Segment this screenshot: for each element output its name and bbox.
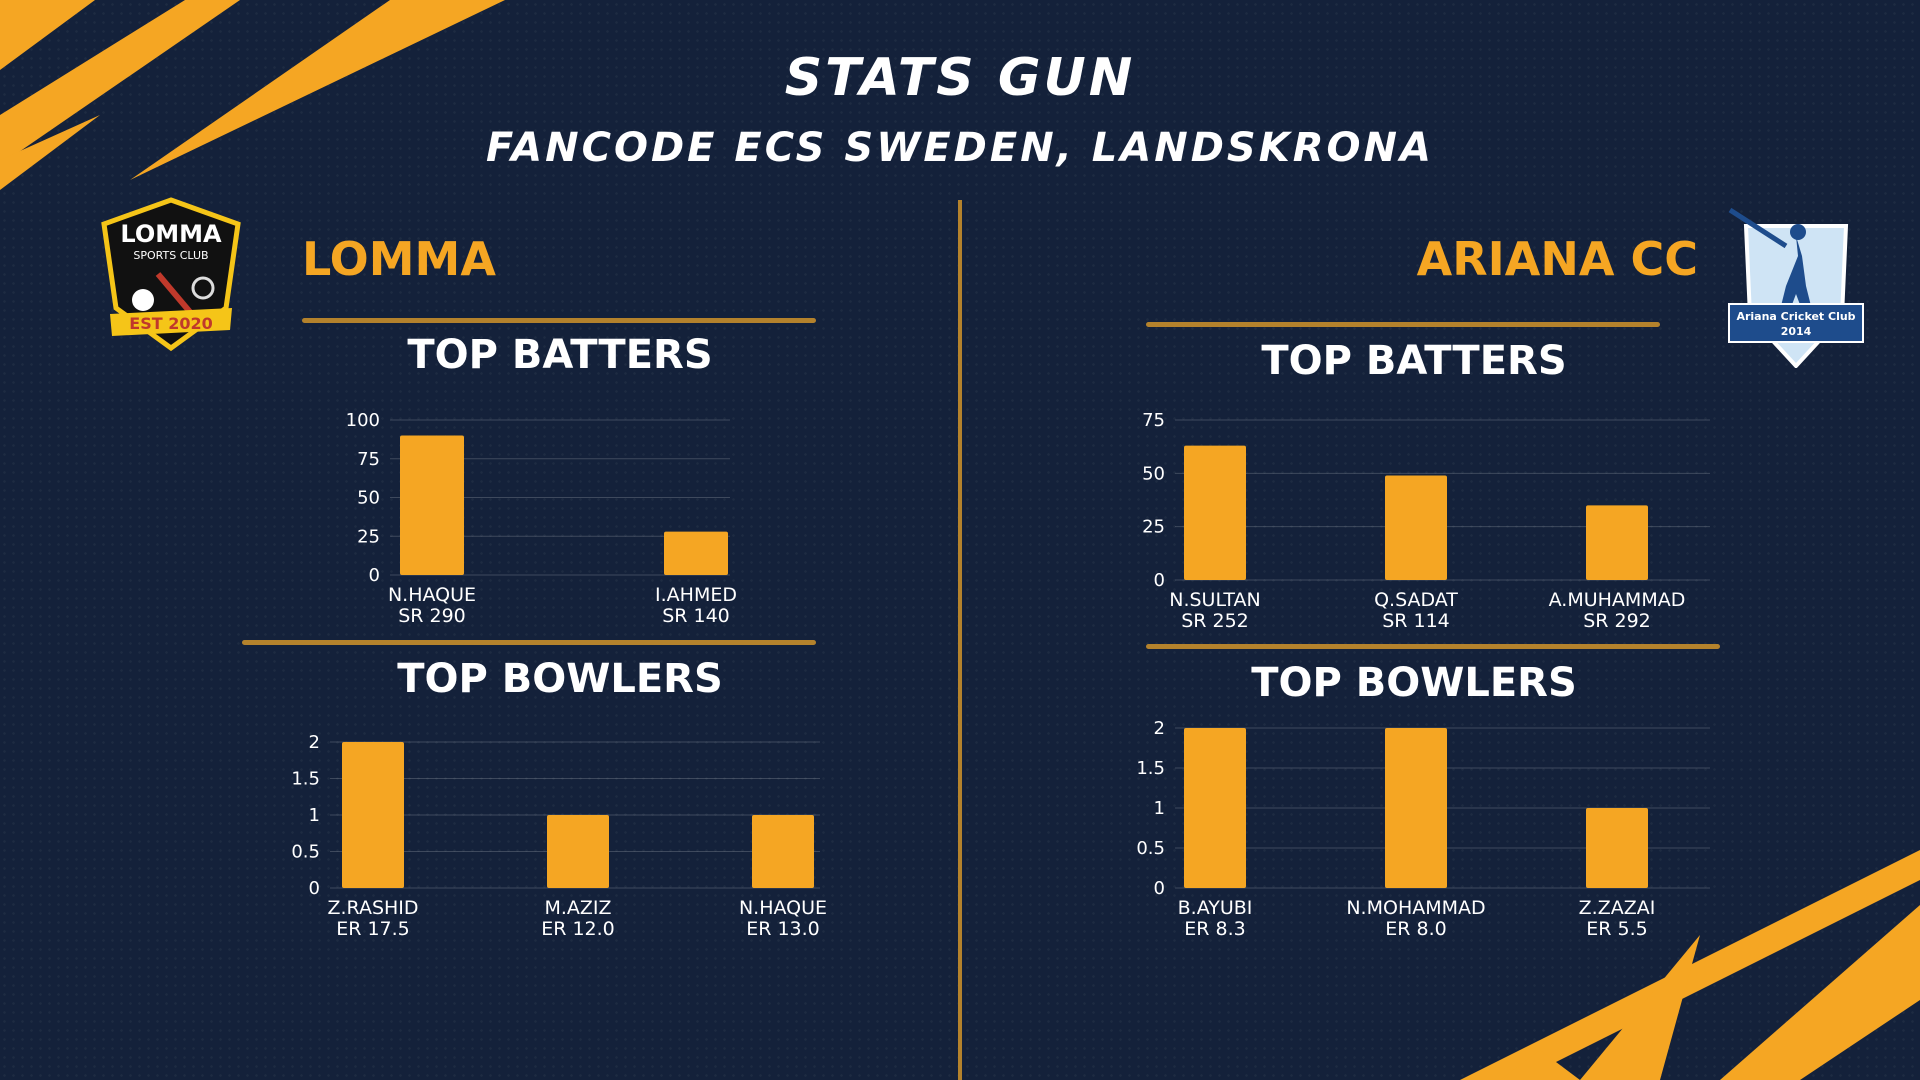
y-tick-label: 0 <box>1154 878 1165 899</box>
bar <box>1385 728 1447 888</box>
category-label: M.AZIZ <box>544 897 611 919</box>
y-tick-label: 1.5 <box>291 769 320 790</box>
category-sublabel: ER 8.3 <box>1184 918 1245 940</box>
page-title: STATS GUN <box>784 48 1136 108</box>
bar <box>1586 505 1648 580</box>
category-sublabel: ER 8.0 <box>1385 918 1446 940</box>
y-tick-label: 50 <box>357 488 380 509</box>
y-tick-label: 25 <box>1142 517 1165 538</box>
y-tick-label: 0.5 <box>291 842 320 863</box>
category-sublabel: ER 5.5 <box>1586 918 1647 940</box>
y-tick-label: 1 <box>309 805 320 826</box>
y-tick-label: 2 <box>1154 718 1165 739</box>
y-tick-label: 1.5 <box>1136 758 1165 779</box>
y-tick-label: 0 <box>1154 570 1165 591</box>
team-name-ariana: ARIANA CC <box>1416 232 1698 286</box>
category-sublabel: SR 292 <box>1583 610 1651 632</box>
ariana-header-rule <box>1146 322 1660 327</box>
y-tick-label: 75 <box>357 449 380 470</box>
lomma-logo: LOMMA SPORTS CLUB EST 2020 <box>101 197 241 352</box>
lomma-header-rule <box>302 318 816 323</box>
category-label: N.MOHAMMAD <box>1346 897 1485 919</box>
ariana-logo-ribbon: Ariana Cricket Club <box>1736 310 1855 323</box>
category-label: A.MUHAMMAD <box>1549 589 1686 611</box>
category-label: N.HAQUE <box>388 584 476 606</box>
bar <box>342 742 404 888</box>
category-sublabel: ER 17.5 <box>336 918 410 940</box>
team-name-lomma: LOMMA <box>302 232 496 286</box>
ariana-logo-year: 2014 <box>1781 325 1812 338</box>
category-sublabel: SR 290 <box>398 605 466 627</box>
racket-icon <box>191 276 215 300</box>
category-sublabel: ER 12.0 <box>541 918 615 940</box>
y-tick-label: 25 <box>357 526 380 547</box>
category-label: I.AHMED <box>655 584 737 606</box>
category-label: Z.ZAZAI <box>1579 897 1656 919</box>
page-subtitle: FANCODE ECS SWEDEN, LANDSKRONA <box>486 125 1434 171</box>
y-tick-label: 1 <box>1154 798 1165 819</box>
category-label: N.SULTAN <box>1169 589 1261 611</box>
category-sublabel: ER 13.0 <box>746 918 820 940</box>
ariana-middle-rule <box>1146 644 1720 649</box>
category-sublabel: SR 140 <box>662 605 730 627</box>
ariana-batters-title: TOP BATTERS <box>1261 338 1567 384</box>
bar <box>664 531 728 575</box>
y-tick-label: 0.5 <box>1136 838 1165 859</box>
ariana-logo: Ariana Cricket Club 2014 <box>1728 207 1864 368</box>
lomma-logo-subtitle: SPORTS CLUB <box>133 249 208 262</box>
y-tick-label: 100 <box>346 410 380 431</box>
bar <box>1586 808 1648 888</box>
bar <box>1184 445 1246 580</box>
bat-icon <box>155 272 193 314</box>
category-sublabel: SR 252 <box>1181 610 1249 632</box>
category-label: Z.RASHID <box>327 897 418 919</box>
lomma-bowlers-title: TOP BOWLERS <box>397 656 723 702</box>
category-label: B.AYUBI <box>1178 897 1253 919</box>
lomma-middle-rule <box>242 640 816 645</box>
bar <box>752 815 814 888</box>
football-icon <box>132 289 154 311</box>
y-tick-label: 0 <box>369 565 380 586</box>
y-tick-label: 0 <box>309 878 320 899</box>
category-label: Q.SADAT <box>1374 589 1458 611</box>
y-tick-label: 50 <box>1142 463 1165 484</box>
lomma-logo-title: LOMMA <box>120 220 222 248</box>
center-divider <box>958 200 962 1080</box>
bar <box>1184 728 1246 888</box>
bar <box>1385 475 1447 580</box>
bar <box>400 435 464 575</box>
bar <box>547 815 609 888</box>
ariana-bowlers-title: TOP BOWLERS <box>1251 660 1577 706</box>
y-tick-label: 2 <box>309 732 320 753</box>
lomma-batters-title: TOP BATTERS <box>407 332 713 378</box>
category-label: N.HAQUE <box>739 897 827 919</box>
lomma-logo-ribbon: EST 2020 <box>129 314 212 333</box>
category-sublabel: SR 114 <box>1382 610 1450 632</box>
y-tick-label: 75 <box>1142 410 1165 431</box>
